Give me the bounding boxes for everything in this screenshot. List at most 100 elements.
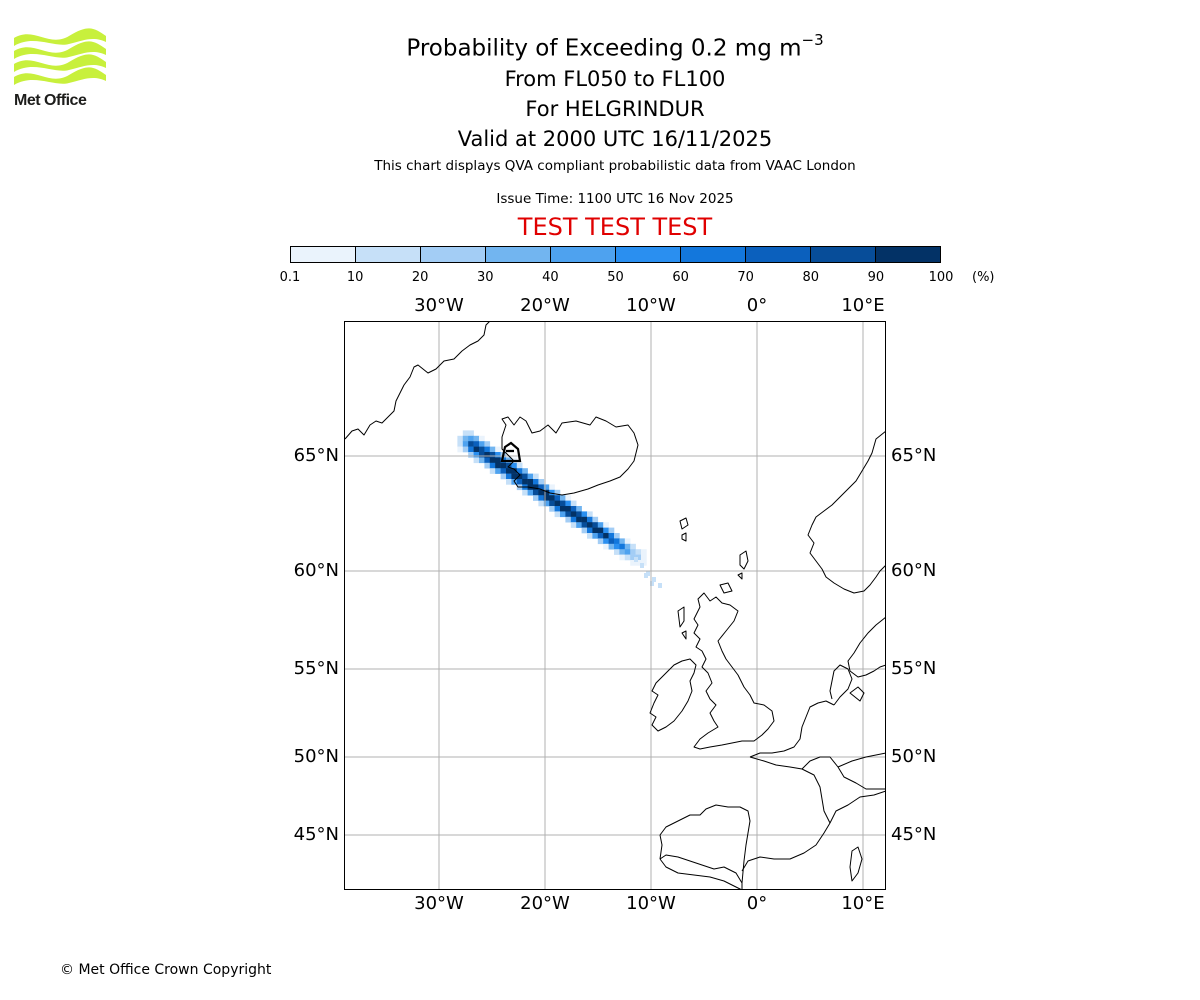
plume-cell: [624, 538, 631, 545]
colorbar-tick-label: 0.1: [279, 270, 301, 285]
plume-cell: [619, 538, 626, 545]
plume-cell: [462, 446, 469, 453]
plume-cell: [640, 563, 644, 568]
plume-cell: [630, 554, 636, 561]
longitude-label-top: 10°E: [841, 295, 885, 316]
plume-cell: [549, 495, 555, 501]
colorbar-tick-label: 20: [411, 270, 429, 285]
colorbar-tick-label: 50: [607, 270, 624, 285]
plume-cell: [543, 484, 550, 491]
flight-level-range: From FL050 to FL100: [504, 66, 726, 91]
plume-cell: [457, 441, 464, 447]
colorbar-segment: [876, 247, 940, 262]
plume-cell: [608, 533, 615, 539]
plume-cell: [570, 506, 577, 512]
latitude-label-right: 45°N: [891, 824, 937, 845]
latitude-label-left: 45°N: [293, 824, 339, 845]
map-gridlines: [344, 321, 886, 890]
plume-cell: [511, 468, 518, 474]
plume-cell: [549, 500, 555, 507]
plume-cell: [533, 495, 539, 501]
plume-cell: [554, 506, 561, 512]
helgrindur-volcano-marker: [500, 441, 522, 463]
plume-cell: [570, 522, 577, 528]
colorbar-tick-label: 40: [542, 270, 559, 285]
plume-cell: [538, 484, 545, 491]
plume-cell: [457, 435, 464, 442]
plume-cell: [587, 516, 593, 523]
belgium-netherlands-coastline: [749, 700, 835, 758]
plume-cell: [500, 462, 507, 469]
plume-cell: [549, 484, 555, 491]
plume-cell: [506, 473, 512, 480]
shetland-coastline: [737, 550, 749, 580]
latitude-label-left: 60°N: [293, 560, 339, 581]
plume-cell: [500, 468, 507, 474]
plume-cell: [543, 489, 550, 496]
plume-cell: [560, 495, 566, 501]
plume-cell: [624, 543, 631, 550]
plume-cell: [462, 441, 469, 447]
plume-cell: [619, 543, 626, 550]
plume-cell: [603, 543, 609, 550]
volcano-name: For HELGRINDUR: [525, 96, 705, 121]
plume-cell: [635, 554, 642, 561]
colorbar-tick-label: 90: [867, 270, 885, 285]
plume-cell: [560, 500, 566, 507]
plume-cell: [581, 522, 588, 528]
plume-cell: [619, 549, 626, 555]
plume-cell: [565, 506, 572, 512]
plume-cell: [597, 533, 604, 539]
plume-cell: [549, 489, 555, 496]
plume-cell: [489, 462, 496, 469]
chart-title: Probability of Exceeding 0.2 mg m−3: [406, 31, 824, 62]
plume-cell: [479, 446, 485, 453]
plume-cell: [603, 527, 609, 534]
test-banner: TEST TEST TEST: [517, 213, 713, 241]
plume-cell: [570, 500, 577, 507]
plume-cell: [495, 452, 501, 458]
plume-cell: [652, 577, 656, 582]
plume-cell: [630, 560, 636, 566]
plume-cell: [581, 511, 588, 518]
plume-cell: [468, 446, 474, 453]
plume-cell: [457, 446, 464, 453]
colorbar-segment: [681, 247, 746, 262]
plume-cell: [570, 516, 577, 523]
colorbar-segment: [811, 247, 876, 262]
plume-cell: [522, 479, 528, 485]
plume-cell: [597, 522, 604, 528]
plume-cell: [489, 452, 496, 458]
plume-cell: [516, 479, 523, 485]
plume-cell: [506, 479, 512, 485]
plume-cell: [527, 473, 534, 480]
plume-cell: [495, 457, 501, 464]
plume-cell: [527, 489, 534, 496]
colorbar-tick-label: 60: [672, 270, 689, 285]
plume-cell: [538, 479, 545, 485]
plume-cell: [592, 527, 599, 534]
plume-cell: [619, 554, 626, 561]
longitude-label-top: 0°: [746, 295, 768, 316]
plume-cell: [641, 554, 647, 561]
plume-cell: [473, 457, 480, 464]
plume-cell: [484, 457, 491, 464]
plume-cell: [511, 473, 518, 480]
plume-cell: [565, 511, 572, 518]
plume-cell: [554, 489, 561, 496]
plume-cell: [495, 462, 501, 469]
plume-cell: [614, 533, 620, 539]
unit-exponent: −3: [801, 31, 824, 49]
plume-cell: [587, 527, 593, 534]
plume-cell: [495, 446, 501, 453]
plume-cell: [489, 446, 496, 453]
colorbar-segment: [291, 247, 356, 262]
colorbar-segment: [746, 247, 811, 262]
france-channel-coastline: [659, 804, 751, 884]
plume-cell: [468, 435, 474, 442]
logo-text: Met Office: [14, 92, 87, 109]
plume-cell: [516, 468, 523, 474]
plume-cell: [527, 479, 534, 485]
colorbar-segment: [356, 247, 421, 262]
plume-cell: [479, 435, 485, 442]
